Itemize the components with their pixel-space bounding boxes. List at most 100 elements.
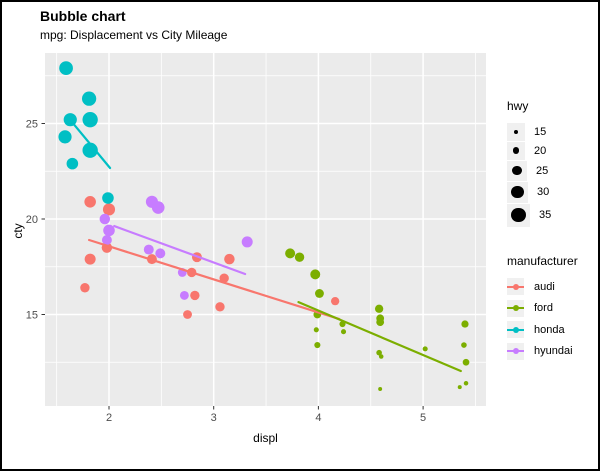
size-legend-key-swatch — [507, 181, 528, 203]
y-tick-label: 15 — [26, 310, 38, 322]
color-legend-label: audi — [534, 280, 555, 293]
trend-line-hyundai — [113, 224, 247, 276]
size-legend-dot-icon — [512, 165, 522, 176]
color-legend-key-swatch — [507, 342, 524, 360]
color-legend: audi ford honda hyundai — [507, 276, 573, 362]
point-ford — [422, 346, 428, 352]
size-legend-key-swatch — [507, 160, 527, 181]
size-legend-key-swatch — [507, 122, 525, 141]
point-ford — [285, 248, 296, 259]
point-ford — [315, 289, 324, 298]
size-legend-label: 15 — [534, 125, 547, 138]
size-legend: 15 20 25 30 35 — [507, 122, 551, 227]
color-legend-item-hyundai: hyundai — [507, 341, 573, 363]
point-ford — [376, 349, 382, 356]
trend-line-audi — [88, 238, 341, 321]
x-tick-label: 3 — [211, 412, 217, 424]
legend-point-icon — [512, 305, 519, 312]
point-ford — [463, 380, 469, 386]
size-legend-label: 35 — [539, 209, 552, 221]
point-audi — [219, 273, 229, 283]
point-ford — [461, 342, 467, 348]
point-audi — [183, 310, 192, 319]
size-legend-dot-icon — [511, 207, 526, 223]
point-honda — [82, 142, 98, 158]
point-audi — [84, 253, 96, 265]
point-ford — [374, 304, 384, 313]
color-legend-key-swatch — [507, 299, 524, 317]
point-honda — [102, 192, 114, 204]
point-audi — [215, 302, 225, 312]
point-ford — [294, 252, 305, 262]
color-legend-item-honda: honda — [507, 319, 573, 341]
point-audi — [84, 196, 96, 208]
size-legend-label: 25 — [536, 164, 549, 177]
size-legend-dot-icon — [511, 185, 524, 199]
point-audi — [224, 253, 235, 265]
color-legend-key-swatch — [507, 321, 524, 339]
point-audi — [330, 296, 340, 306]
size-legend-label: 30 — [537, 186, 550, 198]
point-honda — [58, 130, 72, 144]
color-legend-title: manufacturer — [507, 254, 578, 268]
point-ford — [378, 354, 384, 359]
point-honda — [66, 157, 79, 170]
y-tick-label: 20 — [26, 214, 38, 226]
point-ford — [462, 358, 470, 366]
y-tick-label: 25 — [26, 119, 38, 131]
color-legend-item-audi: audi — [507, 276, 573, 298]
point-ford — [376, 318, 385, 327]
point-ford — [310, 269, 321, 280]
point-ford — [313, 327, 319, 333]
chart-title: Bubble chart — [40, 8, 126, 24]
color-legend-label: ford — [534, 302, 553, 315]
color-legend-label: honda — [534, 323, 565, 336]
point-ford — [457, 385, 462, 390]
plot-panel — [45, 53, 486, 406]
size-legend-item: 20 — [507, 141, 551, 160]
legend-point-icon — [512, 326, 519, 333]
x-tick-label: 5 — [420, 412, 426, 424]
y-axis-title: cty — [11, 223, 25, 239]
point-hyundai — [151, 201, 165, 214]
point-honda — [63, 113, 77, 127]
size-legend-item: 25 — [507, 160, 551, 181]
point-audi — [190, 290, 200, 301]
point-hyundai — [103, 224, 115, 237]
point-ford — [461, 320, 469, 328]
point-ford — [378, 386, 383, 391]
color-legend-item-ford: ford — [507, 298, 573, 320]
size-legend-key-swatch — [507, 203, 530, 227]
legend-point-icon — [512, 283, 519, 290]
size-legend-item: 30 — [507, 181, 551, 203]
point-hyundai — [179, 290, 189, 300]
chart-subtitle: mpg: Displacement vs City Mileage — [40, 28, 228, 42]
size-legend-dot-icon — [514, 129, 518, 134]
size-legend-item: 15 — [507, 122, 551, 141]
size-legend-key-swatch — [507, 141, 525, 160]
point-honda — [81, 91, 97, 106]
point-hyundai — [99, 213, 111, 225]
point-ford — [314, 341, 321, 349]
x-axis-title: displ — [253, 431, 278, 445]
point-audi — [102, 203, 116, 216]
point-audi — [80, 283, 90, 293]
point-hyundai — [143, 244, 154, 255]
x-tick-label: 4 — [315, 412, 321, 424]
size-legend-item: 35 — [507, 203, 551, 227]
trend-line-honda — [73, 123, 112, 170]
trend-line-ford — [297, 300, 462, 373]
point-hyundai — [155, 248, 166, 259]
point-ford — [340, 329, 347, 335]
color-legend-label: hyundai — [534, 345, 573, 358]
x-tick-label: 2 — [106, 412, 112, 424]
size-legend-title: hwy — [507, 99, 529, 113]
point-hyundai — [241, 236, 253, 248]
size-legend-dot-icon — [512, 147, 520, 154]
point-hyundai — [101, 235, 112, 245]
point-honda — [59, 61, 73, 75]
point-honda — [82, 112, 98, 128]
legend-point-icon — [512, 348, 519, 355]
